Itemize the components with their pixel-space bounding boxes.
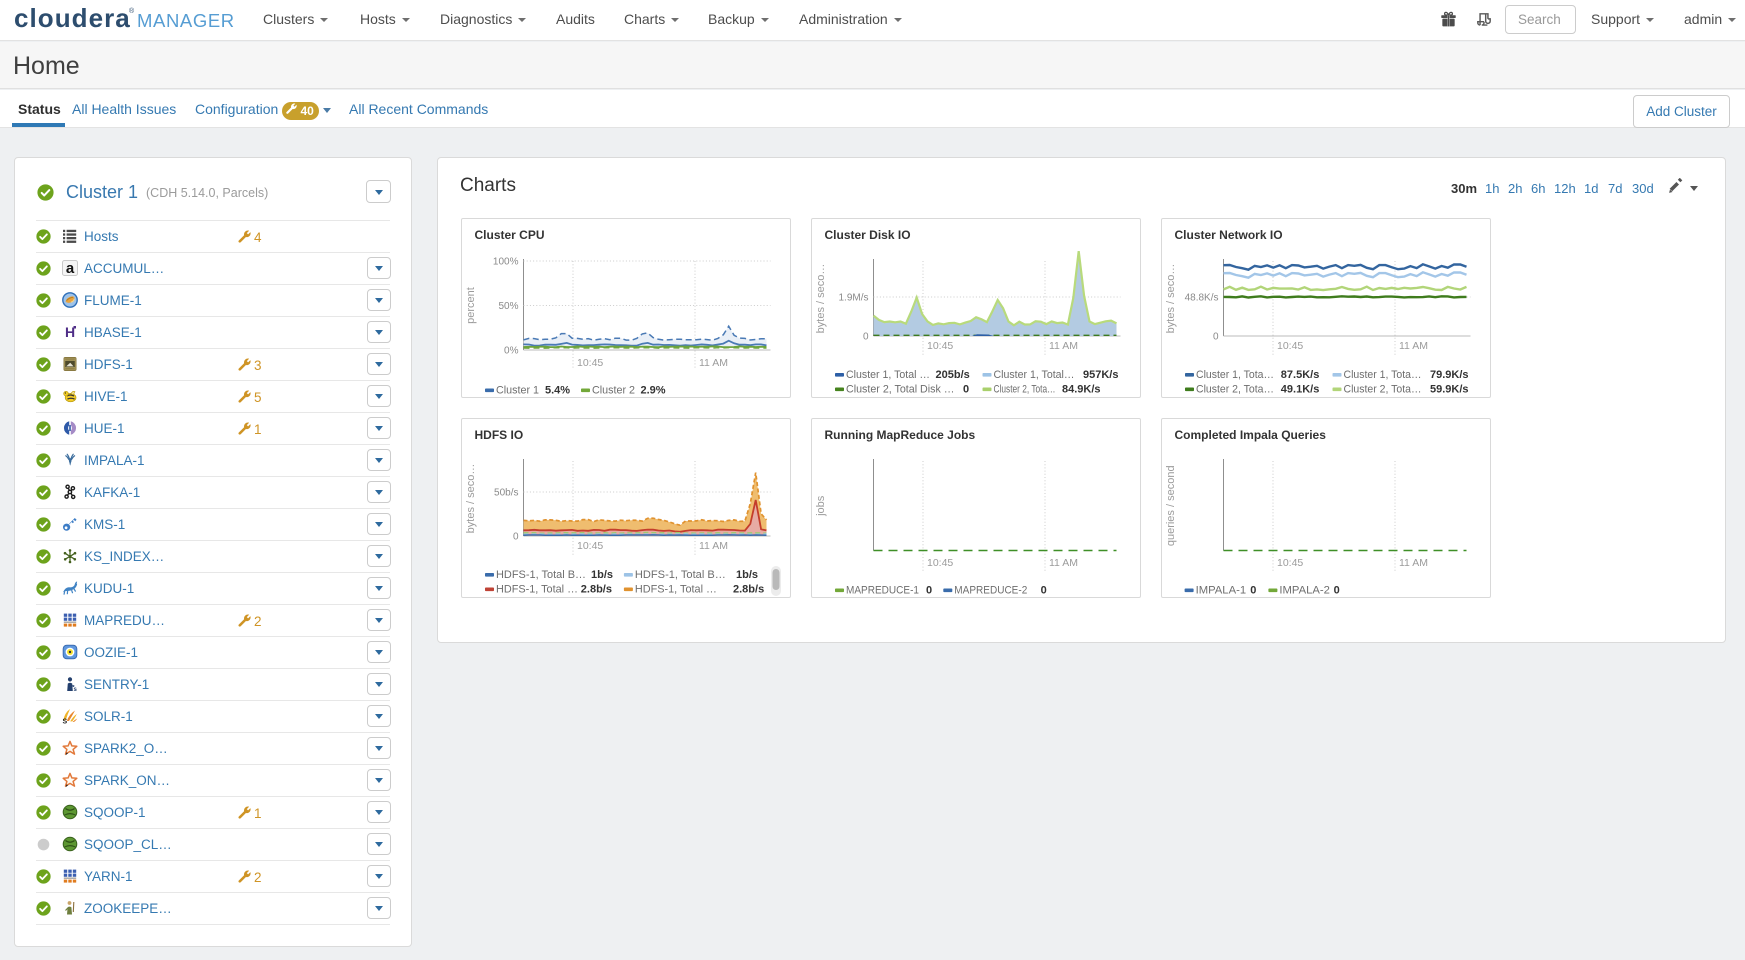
svg-text:0: 0	[963, 384, 969, 396]
svg-text:79.9K/s: 79.9K/s	[1430, 369, 1469, 381]
svg-text:59.9K/s: 59.9K/s	[1430, 384, 1469, 396]
svg-text:HDFS-1, Total …: HDFS-1, Total …	[496, 584, 578, 596]
svg-text:S: S	[63, 719, 68, 725]
svg-text:Cluster 1: Cluster 1	[496, 385, 539, 397]
svg-text:0: 0	[926, 585, 932, 597]
svg-text:10:45: 10:45	[1277, 340, 1303, 352]
svg-text:49.1K/s: 49.1K/s	[1281, 384, 1320, 396]
svg-text:MAPREDUCE-2: MAPREDUCE-2	[954, 585, 1027, 597]
svg-text:bytes / seco…: bytes / seco…	[465, 464, 477, 534]
svg-text:205b/s: 205b/s	[936, 369, 970, 381]
svg-text:Cluster 1, Tota…: Cluster 1, Tota…	[1196, 369, 1274, 381]
svg-text:10:45: 10:45	[927, 557, 953, 569]
svg-text:HDFS-1, Total …: HDFS-1, Total …	[635, 584, 717, 596]
svg-text:11 AM: 11 AM	[699, 357, 728, 369]
svg-text:Cluster Network IO: Cluster Network IO	[1175, 228, 1283, 242]
svg-text:HDFS IO: HDFS IO	[475, 428, 524, 442]
svg-text:Cluster 1, Total …: Cluster 1, Total …	[846, 369, 930, 381]
svg-text:5.4%: 5.4%	[545, 385, 570, 397]
svg-text:jobs: jobs	[815, 495, 827, 517]
svg-text:bytes / seco…: bytes / seco…	[1165, 264, 1177, 334]
svg-text:0: 0	[863, 332, 869, 343]
svg-text:a: a	[66, 260, 75, 276]
svg-text:Cluster Disk IO: Cluster Disk IO	[825, 228, 911, 242]
svg-text:percent: percent	[465, 287, 477, 324]
svg-text:Cluster 1, Tota…: Cluster 1, Tota…	[1344, 369, 1422, 381]
svg-text:2.8b/s: 2.8b/s	[581, 584, 612, 596]
svg-text:1b/s: 1b/s	[591, 569, 613, 581]
svg-text:0: 0	[1041, 585, 1047, 597]
svg-text:queries / second: queries / second	[1165, 465, 1177, 546]
svg-text:Cluster CPU: Cluster CPU	[475, 228, 545, 242]
svg-text:957K/s: 957K/s	[1083, 369, 1118, 381]
svg-text:0%: 0%	[504, 346, 519, 357]
svg-text:H: H	[65, 324, 75, 340]
svg-text:bytes / seco…: bytes / seco…	[815, 264, 827, 334]
svg-text:1.9M/s: 1.9M/s	[838, 293, 868, 304]
svg-text:87.5K/s: 87.5K/s	[1281, 369, 1320, 381]
svg-text:1b/s: 1b/s	[736, 569, 758, 581]
svg-text:Cluster 2, Tota…: Cluster 2, Tota…	[1344, 384, 1422, 396]
svg-text:10:45: 10:45	[1277, 557, 1303, 569]
svg-text:100%: 100%	[493, 257, 519, 268]
svg-text:IMPALA-1: IMPALA-1	[1196, 585, 1247, 597]
svg-text:Cluster 2, Tota…: Cluster 2, Tota…	[1196, 384, 1274, 396]
svg-text:HDFS-1, Total B…: HDFS-1, Total B…	[496, 569, 586, 581]
svg-text:IMPALA-2: IMPALA-2	[1279, 585, 1330, 597]
svg-text:11 AM: 11 AM	[1399, 557, 1428, 569]
svg-text:Running MapReduce Jobs: Running MapReduce Jobs	[825, 428, 976, 442]
svg-text:0: 0	[1250, 585, 1256, 597]
svg-text:48.8K/s: 48.8K/s	[1185, 293, 1219, 304]
svg-text:0: 0	[513, 532, 519, 543]
svg-text:11 AM: 11 AM	[1049, 557, 1078, 569]
svg-text:HDFS-1, Total B…: HDFS-1, Total B…	[635, 569, 726, 581]
svg-text:0: 0	[1334, 585, 1340, 597]
svg-text:11 AM: 11 AM	[699, 540, 728, 552]
svg-text:50b/s: 50b/s	[494, 488, 518, 499]
svg-text:11 AM: 11 AM	[1049, 340, 1078, 352]
svg-text:s: s	[74, 687, 78, 692]
svg-text:2.9%: 2.9%	[641, 385, 666, 397]
svg-text:MAPREDUCE-1: MAPREDUCE-1	[846, 585, 919, 597]
svg-text:10:45: 10:45	[577, 540, 603, 552]
svg-text:0: 0	[1213, 332, 1219, 343]
svg-text:50%: 50%	[498, 301, 518, 312]
svg-text:Cluster 1, Total…: Cluster 1, Total…	[994, 369, 1075, 381]
svg-text:10:45: 10:45	[927, 340, 953, 352]
svg-text:11 AM: 11 AM	[1399, 340, 1428, 352]
svg-text:84.9K/s: 84.9K/s	[1062, 384, 1101, 396]
svg-text:Cluster 2, Total Disk …: Cluster 2, Total Disk …	[846, 384, 955, 396]
svg-text:10:45: 10:45	[577, 357, 603, 369]
svg-text:2.8b/s: 2.8b/s	[733, 584, 764, 596]
svg-text:Cluster 2, Tota…: Cluster 2, Tota…	[994, 384, 1056, 396]
svg-text:Completed Impala Queries: Completed Impala Queries	[1175, 428, 1327, 442]
svg-text:Cluster 2: Cluster 2	[592, 385, 635, 397]
